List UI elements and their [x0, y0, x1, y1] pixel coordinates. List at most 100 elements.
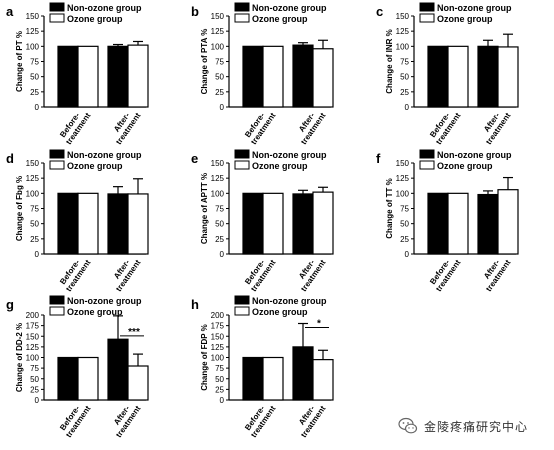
legend-swatch — [419, 160, 435, 170]
x-category-label: Before-treatment — [427, 106, 463, 146]
legend-entry: Ozone group — [67, 307, 123, 317]
chart-panel-b: b Change of PTA % 0 25 50 75 100 125 150 Non-ozon… — [191, 2, 334, 146]
legend-entry: Ozone group — [437, 161, 493, 171]
y-tick-label: 150 — [211, 159, 225, 168]
y-tick-label: 150 — [211, 332, 225, 341]
bar — [107, 193, 129, 255]
y-tick-label: 25 — [215, 88, 224, 97]
y-tick-label: 0 — [35, 250, 40, 259]
legend-entry: Ozone group — [252, 161, 308, 171]
chart-panel-f: f Change of TT % 0 25 50 75 100 125 150 Non-ozone… — [376, 149, 519, 293]
bar — [312, 48, 334, 108]
y-tick-label: 175 — [211, 322, 225, 331]
legend-entry: Ozone group — [67, 161, 123, 171]
y-tick-label: 75 — [400, 58, 409, 67]
bar — [242, 356, 264, 401]
x-category-label: Before-treatment — [242, 399, 278, 439]
bar — [127, 44, 149, 108]
y-tick-label: 125 — [26, 174, 40, 183]
legend-entry: Ozone group — [67, 14, 123, 24]
y-tick-label: 25 — [30, 88, 39, 97]
bar — [427, 192, 449, 255]
y-tick-label: 50 — [30, 375, 39, 384]
bar — [312, 191, 334, 255]
y-tick-label: 0 — [35, 103, 40, 112]
bar — [77, 45, 99, 108]
y-tick-label: 75 — [30, 364, 39, 373]
bar — [242, 45, 264, 108]
y-axis-label: Change of DD-2 % — [15, 323, 24, 392]
y-tick-label: 50 — [30, 73, 39, 82]
y-tick-label: 25 — [400, 88, 409, 97]
y-tick-label: 100 — [26, 42, 40, 51]
legend-swatch — [234, 295, 250, 305]
x-category-label: After-treatment — [292, 106, 328, 146]
x-category-label: Before-treatment — [242, 253, 278, 293]
legend-swatch — [49, 160, 65, 170]
x-category-label: Before-treatment — [57, 253, 93, 293]
y-tick-label: 50 — [30, 220, 39, 229]
y-tick-label: 75 — [400, 205, 409, 214]
panel-letter: g — [6, 297, 14, 312]
y-axis-label: Change of PTA % — [200, 29, 209, 95]
y-tick-label: 0 — [35, 396, 40, 405]
y-tick-label: 25 — [30, 235, 39, 244]
y-tick-label: 150 — [396, 12, 410, 21]
y-tick-label: 75 — [30, 58, 39, 67]
x-category-label: Before-treatment — [427, 253, 463, 293]
legend-swatch — [49, 2, 65, 12]
legend-swatch — [49, 13, 65, 23]
bar — [312, 359, 334, 401]
y-tick-label: 125 — [211, 343, 225, 352]
y-tick-label: 25 — [215, 385, 224, 394]
legend-swatch — [49, 295, 65, 305]
y-tick-label: 125 — [211, 27, 225, 36]
y-tick-label: 200 — [26, 311, 40, 320]
legend-entry: Non-ozone group — [437, 3, 512, 13]
chart-panel-d: d Change of Fbg % 0 25 50 75 100 125 150 Non-ozon… — [6, 149, 149, 293]
y-tick-label: 0 — [220, 250, 225, 259]
legend-entry: Ozone group — [252, 14, 308, 24]
legend-entry: Non-ozone group — [67, 150, 142, 160]
y-tick-label: 25 — [215, 235, 224, 244]
y-tick-label: 150 — [396, 159, 410, 168]
bar — [57, 45, 79, 108]
x-category-label: After-treatment — [292, 399, 328, 439]
bar — [477, 193, 499, 255]
bar — [497, 46, 519, 108]
panel-letter: e — [191, 151, 198, 166]
bar — [242, 192, 264, 255]
legend-swatch — [419, 13, 435, 23]
bar — [77, 356, 99, 401]
y-tick-label: 75 — [215, 364, 224, 373]
bar — [262, 356, 284, 401]
y-tick-label: 25 — [30, 385, 39, 394]
y-tick-label: 75 — [215, 205, 224, 214]
bar — [292, 193, 314, 255]
legend-entry: Non-ozone group — [437, 150, 512, 160]
x-category-label: After-treatment — [107, 399, 143, 439]
significance-label: *** — [128, 327, 140, 338]
y-tick-label: 0 — [220, 396, 225, 405]
y-axis-label: Change of TT % — [385, 178, 394, 238]
y-tick-label: 100 — [396, 42, 410, 51]
y-tick-label: 50 — [215, 73, 224, 82]
y-tick-label: 200 — [211, 311, 225, 320]
y-tick-label: 0 — [405, 103, 410, 112]
y-tick-label: 125 — [26, 343, 40, 352]
y-tick-label: 0 — [220, 103, 225, 112]
x-category-label: Before-treatment — [57, 106, 93, 146]
x-category-label: Before-treatment — [242, 106, 278, 146]
y-tick-label: 100 — [26, 354, 40, 363]
y-tick-label: 100 — [211, 189, 225, 198]
y-tick-label: 75 — [30, 205, 39, 214]
x-category-label: After-treatment — [107, 253, 143, 293]
significance-label: * — [317, 319, 321, 330]
y-axis-label: Change of Fbg % — [15, 176, 24, 241]
bar — [262, 45, 284, 108]
legend-swatch — [234, 306, 250, 316]
wechat-icon — [398, 416, 418, 436]
legend-swatch — [419, 149, 435, 159]
legend-entry: Ozone group — [437, 14, 493, 24]
y-tick-label: 25 — [400, 235, 409, 244]
